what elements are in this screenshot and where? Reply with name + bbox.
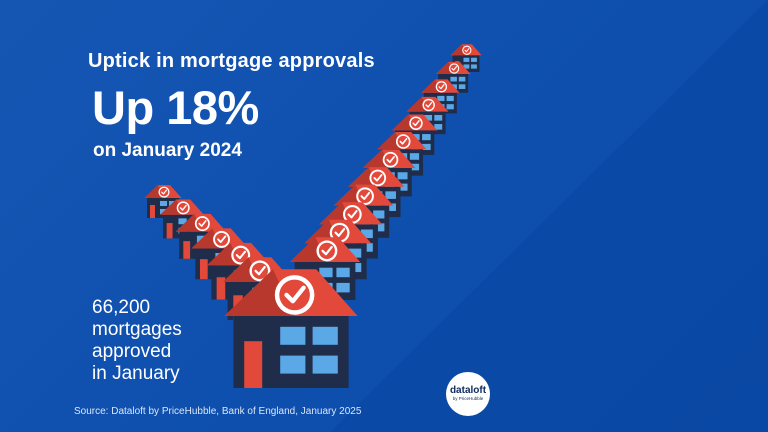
check-badge-icon (213, 230, 231, 248)
check-badge-icon (249, 260, 271, 282)
house-icon (144, 185, 182, 218)
check-badge-icon (422, 98, 435, 112)
source-note: Source: Dataloft by PriceHubble, Bank of… (74, 406, 362, 417)
stat-value: Up 18% (92, 81, 259, 134)
check-badge-icon (382, 151, 399, 168)
check-badge-icon (231, 245, 251, 265)
check-badge-icon (448, 63, 460, 74)
stat-period: on January 2024 (93, 140, 242, 161)
dataloft-logo: dataloft by PriceHubble (446, 372, 490, 416)
check-badge-icon (274, 275, 315, 315)
logo-name: dataloft (449, 385, 487, 396)
check-badge-icon (158, 186, 170, 198)
house-icon (224, 269, 358, 388)
check-badge-icon (356, 187, 374, 206)
check-badge-icon (435, 81, 448, 93)
check-badge-icon (329, 222, 350, 243)
check-badge-icon (342, 205, 362, 224)
check-badge-icon (395, 134, 411, 149)
approvals-count: 66,200 mortgages approved in January (92, 297, 182, 384)
check-badge-icon (462, 45, 472, 55)
check-badge-icon (194, 216, 210, 232)
headline: Uptick in mortgage approvals (88, 50, 375, 72)
check-badge-icon (316, 240, 338, 262)
check-badge-icon (176, 201, 190, 215)
logo-tagline: by PriceHubble (452, 396, 484, 401)
check-badge-icon (369, 169, 387, 187)
check-badge-icon (409, 116, 423, 130)
